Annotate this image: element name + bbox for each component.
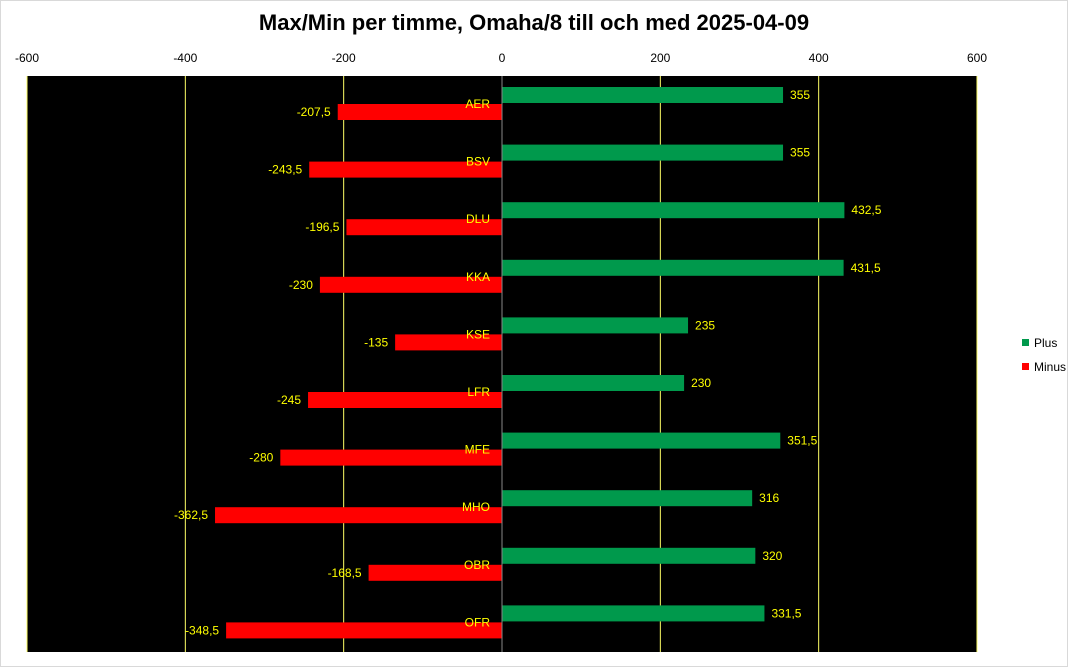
bar-minus bbox=[309, 161, 502, 178]
category-label: LFR bbox=[467, 385, 490, 399]
bar-minus bbox=[280, 449, 502, 466]
category-label: DLU bbox=[466, 212, 490, 226]
x-tick-label: -400 bbox=[173, 51, 197, 65]
bar-minus bbox=[215, 507, 503, 524]
bar-plus bbox=[502, 144, 784, 161]
chart-title: Max/Min per timme, Omaha/8 till och med … bbox=[258, 10, 810, 35]
bar-plus bbox=[502, 87, 784, 103]
x-tick-label: 400 bbox=[809, 51, 829, 65]
data-label-plus: 432,5 bbox=[851, 203, 881, 217]
bar-plus bbox=[502, 375, 685, 391]
data-label-minus: -280 bbox=[249, 451, 273, 465]
data-label-plus: 331,5 bbox=[771, 606, 801, 620]
data-label-plus: 355 bbox=[790, 88, 810, 102]
data-label-plus: 320 bbox=[762, 549, 782, 563]
data-label-plus: 431,5 bbox=[851, 261, 881, 275]
bar-plus bbox=[502, 202, 845, 219]
bar-plus bbox=[502, 490, 753, 507]
data-label-plus: 235 bbox=[695, 318, 715, 332]
bar-minus bbox=[226, 622, 502, 639]
category-label: MHO bbox=[462, 500, 490, 514]
data-label-minus: -207,5 bbox=[297, 105, 331, 119]
data-label-minus: -230 bbox=[289, 278, 313, 292]
category-label: KKA bbox=[466, 270, 490, 284]
bar-minus bbox=[319, 276, 502, 293]
data-label-minus: -243,5 bbox=[268, 163, 302, 177]
bar-plus bbox=[502, 605, 765, 622]
bar-plus bbox=[502, 432, 781, 449]
bar-plus bbox=[502, 317, 689, 334]
category-label: BSV bbox=[466, 155, 490, 169]
legend-item-plus: Plus bbox=[1022, 336, 1057, 350]
bar-minus bbox=[308, 392, 502, 408]
x-tick-label: -200 bbox=[332, 51, 356, 65]
category-label: OFR bbox=[465, 615, 491, 629]
bar-minus bbox=[368, 564, 502, 581]
data-label-plus: 351,5 bbox=[787, 434, 817, 448]
data-label-minus: -168,5 bbox=[328, 566, 362, 580]
data-label-plus: 316 bbox=[759, 491, 779, 505]
category-label: OBR bbox=[464, 558, 490, 572]
data-label-plus: 355 bbox=[790, 146, 810, 160]
x-tick-label: -600 bbox=[15, 51, 39, 65]
legend-swatch-plus bbox=[1022, 339, 1029, 346]
category-label: KSE bbox=[466, 327, 490, 341]
x-tick-label: 600 bbox=[967, 51, 987, 65]
legend-swatch-minus bbox=[1022, 363, 1029, 370]
data-label-minus: -135 bbox=[364, 335, 388, 349]
bar-plus bbox=[502, 259, 844, 276]
bar-minus bbox=[395, 334, 502, 351]
data-label-minus: -362,5 bbox=[174, 508, 208, 522]
bar-minus bbox=[346, 219, 502, 236]
x-tick-label: 200 bbox=[650, 51, 670, 65]
legend-item-minus: Minus bbox=[1022, 360, 1066, 374]
data-label-minus: -245 bbox=[277, 393, 301, 407]
legend-label-plus: Plus bbox=[1034, 336, 1058, 350]
bar-minus bbox=[337, 104, 502, 120]
x-tick-label: 0 bbox=[499, 51, 506, 65]
data-label-minus: -348,5 bbox=[185, 623, 219, 637]
data-label-minus: -196,5 bbox=[305, 220, 339, 234]
category-label: MFE bbox=[465, 443, 490, 457]
category-label: AER bbox=[465, 97, 490, 111]
legend-label-minus: Minus bbox=[1034, 360, 1067, 374]
bar-plus bbox=[502, 547, 756, 564]
data-label-plus: 230 bbox=[691, 376, 711, 390]
